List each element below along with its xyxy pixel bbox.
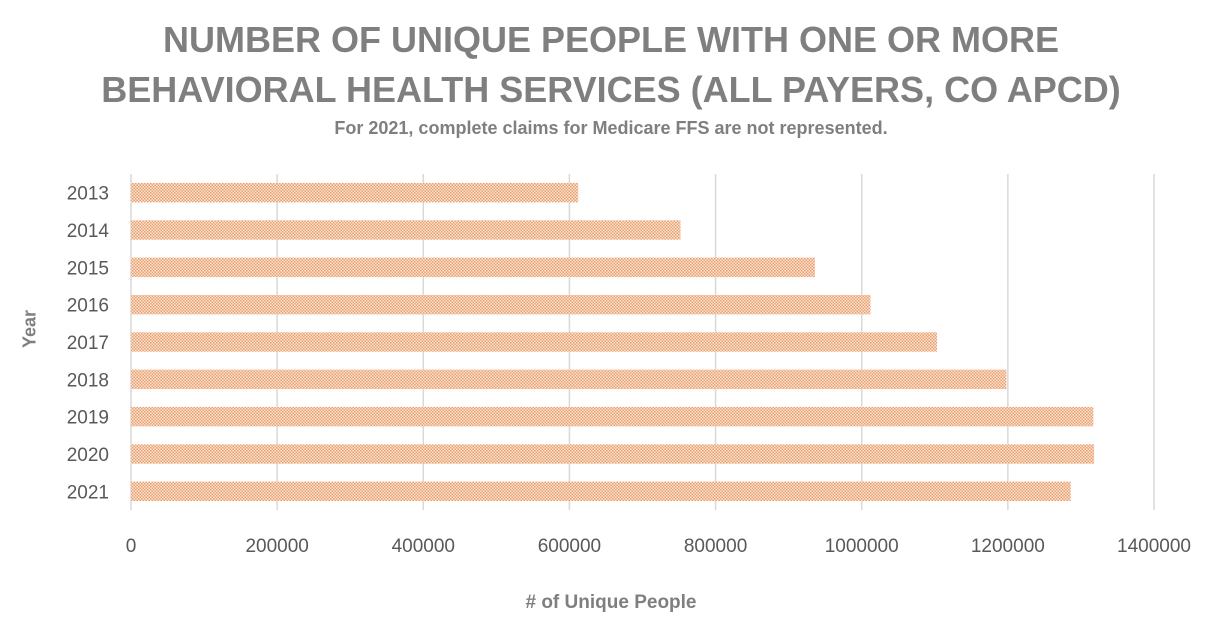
y-tick-label: 2020	[67, 445, 109, 466]
bar-2015	[131, 257, 815, 278]
y-tick-label: 2021	[67, 482, 109, 503]
x-tick-label: 1400000	[1117, 536, 1191, 557]
y-tick-label: 2019	[67, 408, 109, 429]
bar-2014	[131, 220, 681, 240]
y-tick-label: 2016	[67, 296, 109, 317]
bar-2020	[131, 444, 1095, 464]
bar-2019	[131, 406, 1094, 427]
x-tick-label: 800000	[684, 536, 747, 557]
bars	[131, 182, 1095, 502]
x-tick-label: 400000	[392, 536, 455, 557]
chart-title-line-2: BEHAVIORAL HEALTH SERVICES (ALL PAYERS, …	[101, 69, 1121, 110]
x-tick-label: 600000	[538, 536, 601, 557]
x-tick-label: 0	[126, 536, 137, 557]
y-tick-label: 2018	[67, 370, 109, 391]
bar-2021	[131, 481, 1071, 502]
x-tick-label: 1000000	[825, 536, 899, 557]
chart-subtitle: For 2021, complete claims for Medicare F…	[334, 118, 888, 138]
y-tick-labels: 2013 2014 2015 2016 2017 2018 2019 2020 2021	[67, 184, 110, 504]
x-tick-label: 200000	[245, 536, 308, 557]
y-tick-label: 2017	[67, 333, 109, 354]
y-tick-label: 2013	[67, 184, 109, 205]
bar-2017	[131, 332, 937, 352]
bar-2016	[131, 294, 871, 315]
bar-2018	[131, 369, 1007, 390]
x-axis-label: # of Unique People	[525, 592, 697, 613]
bar-2013	[131, 182, 579, 203]
y-tick-label: 2014	[67, 221, 110, 242]
x-tick-labels: 0 200000 400000 600000 800000 1000000 1200000 1…	[126, 536, 1191, 557]
x-tick-label: 1200000	[971, 536, 1045, 557]
chart-title-line-1: NUMBER OF UNIQUE PEOPLE WITH ONE OR MORE	[162, 19, 1060, 60]
y-tick-label: 2015	[67, 258, 109, 279]
